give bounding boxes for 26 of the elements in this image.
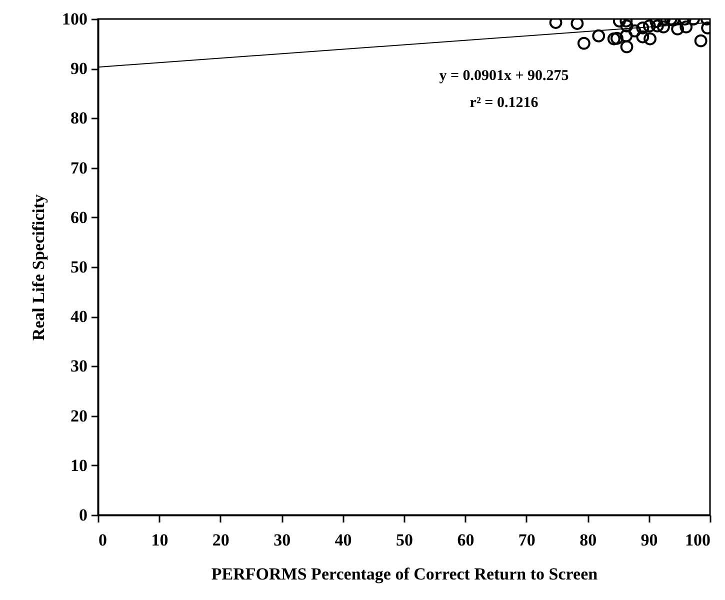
annotation: y = 0.0901x + 90.275 xyxy=(439,68,569,84)
x-axis-title: PERFORMS Percentage of Correct Return to Screen xyxy=(211,564,598,584)
y-tick-label: 40 xyxy=(70,307,88,326)
x-tick-label: 100 xyxy=(685,530,710,550)
y-tick-label: 0 xyxy=(79,506,88,524)
x-tick-label: 0 xyxy=(98,530,107,550)
y-axis-title: Real Life Specificity xyxy=(29,194,48,341)
x-tick-label: 60 xyxy=(457,530,474,550)
y-tick-label: 100 xyxy=(62,10,88,28)
y-tick-label: 10 xyxy=(70,456,88,475)
x-tick-label: 40 xyxy=(334,530,352,550)
y-tick-label: 80 xyxy=(70,108,88,128)
y-tick-label: 30 xyxy=(70,356,88,376)
y-tick-label: 20 xyxy=(70,406,88,426)
y-tick-label: 70 xyxy=(70,158,88,178)
x-tick-label: 90 xyxy=(640,530,658,550)
x-tick-label: 70 xyxy=(518,530,536,550)
x-tick-label: 80 xyxy=(580,530,597,550)
y-tick-label: 50 xyxy=(70,258,88,276)
x-tick-label: 20 xyxy=(212,530,230,550)
annotation: r² = 0.1216 xyxy=(470,95,539,111)
x-tick-label: 50 xyxy=(396,530,413,550)
y-tick-label: 90 xyxy=(70,59,88,78)
y-tick-label: 60 xyxy=(70,208,88,227)
x-tick-label: 10 xyxy=(151,530,168,550)
x-tick-label: 30 xyxy=(274,530,291,550)
